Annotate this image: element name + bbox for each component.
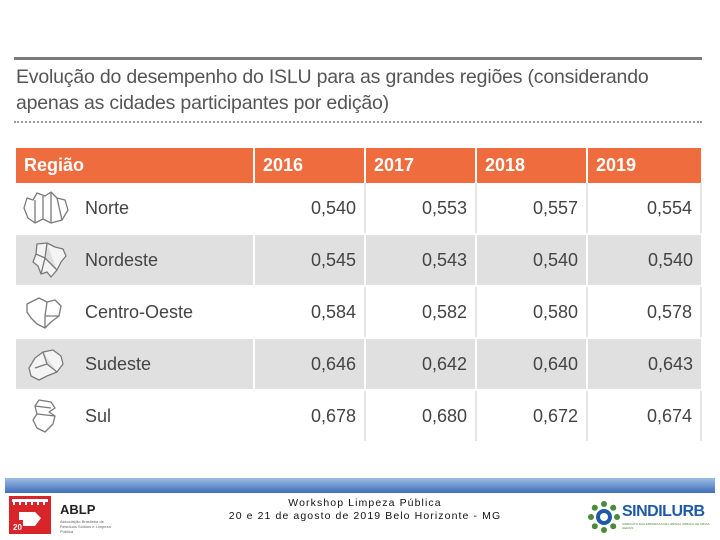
header-2018: 2018 bbox=[476, 148, 588, 183]
table-row: Sul 0,678 0,680 0,672 0,674 bbox=[16, 390, 702, 443]
region-name: Centro-Oeste bbox=[85, 301, 194, 322]
nordeste-map-icon bbox=[32, 242, 67, 278]
header-2016: 2016 bbox=[254, 148, 366, 183]
value-2017: 0,553 bbox=[365, 183, 477, 235]
ablp-logo-subtitle: Associação Brasileira de Resíduos Sólido… bbox=[60, 519, 111, 534]
value-2017: 0,582 bbox=[365, 286, 477, 339]
value-2019: 0,674 bbox=[587, 390, 702, 443]
header-2017: 2017 bbox=[365, 148, 477, 183]
value-2017: 0,543 bbox=[365, 234, 477, 287]
value-2016: 0,678 bbox=[254, 390, 366, 443]
sindilurb-logo-icon bbox=[588, 501, 620, 533]
region-cell: Nordeste bbox=[16, 234, 255, 287]
sudeste-map-icon bbox=[28, 349, 64, 381]
region-cell: Norte bbox=[16, 183, 255, 235]
value-2018: 0,557 bbox=[476, 183, 588, 235]
islu-table: Região 2016 2017 2018 2019 Norte 0,540 0… bbox=[16, 148, 702, 443]
region-cell: Sudeste bbox=[16, 338, 255, 391]
title-dotted-rule bbox=[14, 121, 702, 123]
table-row: Nordeste 0,545 0,543 0,540 0,540 bbox=[16, 234, 701, 287]
table-header-row: Região 2016 2017 2018 2019 bbox=[16, 148, 701, 183]
value-2016: 0,646 bbox=[254, 338, 366, 391]
norte-map-icon bbox=[23, 191, 69, 224]
slide-footer: 20 ABLP Associação Brasileira de Resíduo… bbox=[5, 478, 715, 540]
value-2017: 0,642 bbox=[365, 338, 477, 391]
region-name: Sul bbox=[85, 405, 112, 426]
ablp-logo-text: ABLP bbox=[60, 502, 96, 517]
event-caption: Workshop Limpeza Pública 20 e 21 de agos… bbox=[185, 497, 545, 523]
ablp-logo-icon: 20 bbox=[9, 496, 51, 534]
value-2019: 0,554 bbox=[587, 183, 702, 235]
value-2019: 0,540 bbox=[587, 234, 701, 287]
value-2019: 0,643 bbox=[587, 338, 701, 391]
value-2016: 0,584 bbox=[254, 286, 366, 339]
value-2019: 0,578 bbox=[587, 286, 702, 339]
value-2018: 0,672 bbox=[476, 390, 588, 443]
header-regiao: Região bbox=[16, 148, 255, 183]
region-cell: Sul bbox=[16, 390, 255, 443]
region-name: Norte bbox=[85, 197, 130, 218]
centro-oeste-map-icon bbox=[26, 297, 62, 329]
region-name: Nordeste bbox=[85, 249, 159, 270]
slide-title: Evolução do desempenho do ISLU para as g… bbox=[16, 66, 649, 114]
ablp-logo-number: 20 bbox=[13, 523, 22, 532]
footer-gradient-bar bbox=[5, 478, 715, 493]
table-row: Norte 0,540 0,553 0,557 0,554 bbox=[16, 183, 702, 235]
value-2017: 0,680 bbox=[365, 390, 477, 443]
table-row: Centro-Oeste 0,584 0,582 0,580 0,578 bbox=[16, 286, 702, 339]
value-2018: 0,540 bbox=[476, 234, 588, 287]
event-title: Workshop Limpeza Pública bbox=[288, 497, 442, 509]
event-date-location: 20 e 21 de agosto de 2019 Belo Horizonte… bbox=[228, 510, 502, 522]
title-top-rule bbox=[14, 57, 702, 60]
value-2016: 0,545 bbox=[254, 234, 366, 287]
header-2019: 2019 bbox=[587, 148, 701, 183]
sindilurb-logo-text: SINDILURB bbox=[622, 503, 705, 520]
sindilurb-logo-subtitle: SINDICATO DAS EMPRESAS DE LIMPEZA URBANA… bbox=[622, 522, 710, 530]
value-2018: 0,580 bbox=[476, 286, 588, 339]
table-row: Sudeste 0,646 0,642 0,640 0,643 bbox=[16, 338, 701, 391]
value-2018: 0,640 bbox=[476, 338, 588, 391]
region-cell: Centro-Oeste bbox=[16, 286, 255, 339]
sul-map-icon bbox=[32, 399, 56, 433]
region-name: Sudeste bbox=[85, 353, 152, 374]
value-2016: 0,540 bbox=[254, 183, 366, 235]
